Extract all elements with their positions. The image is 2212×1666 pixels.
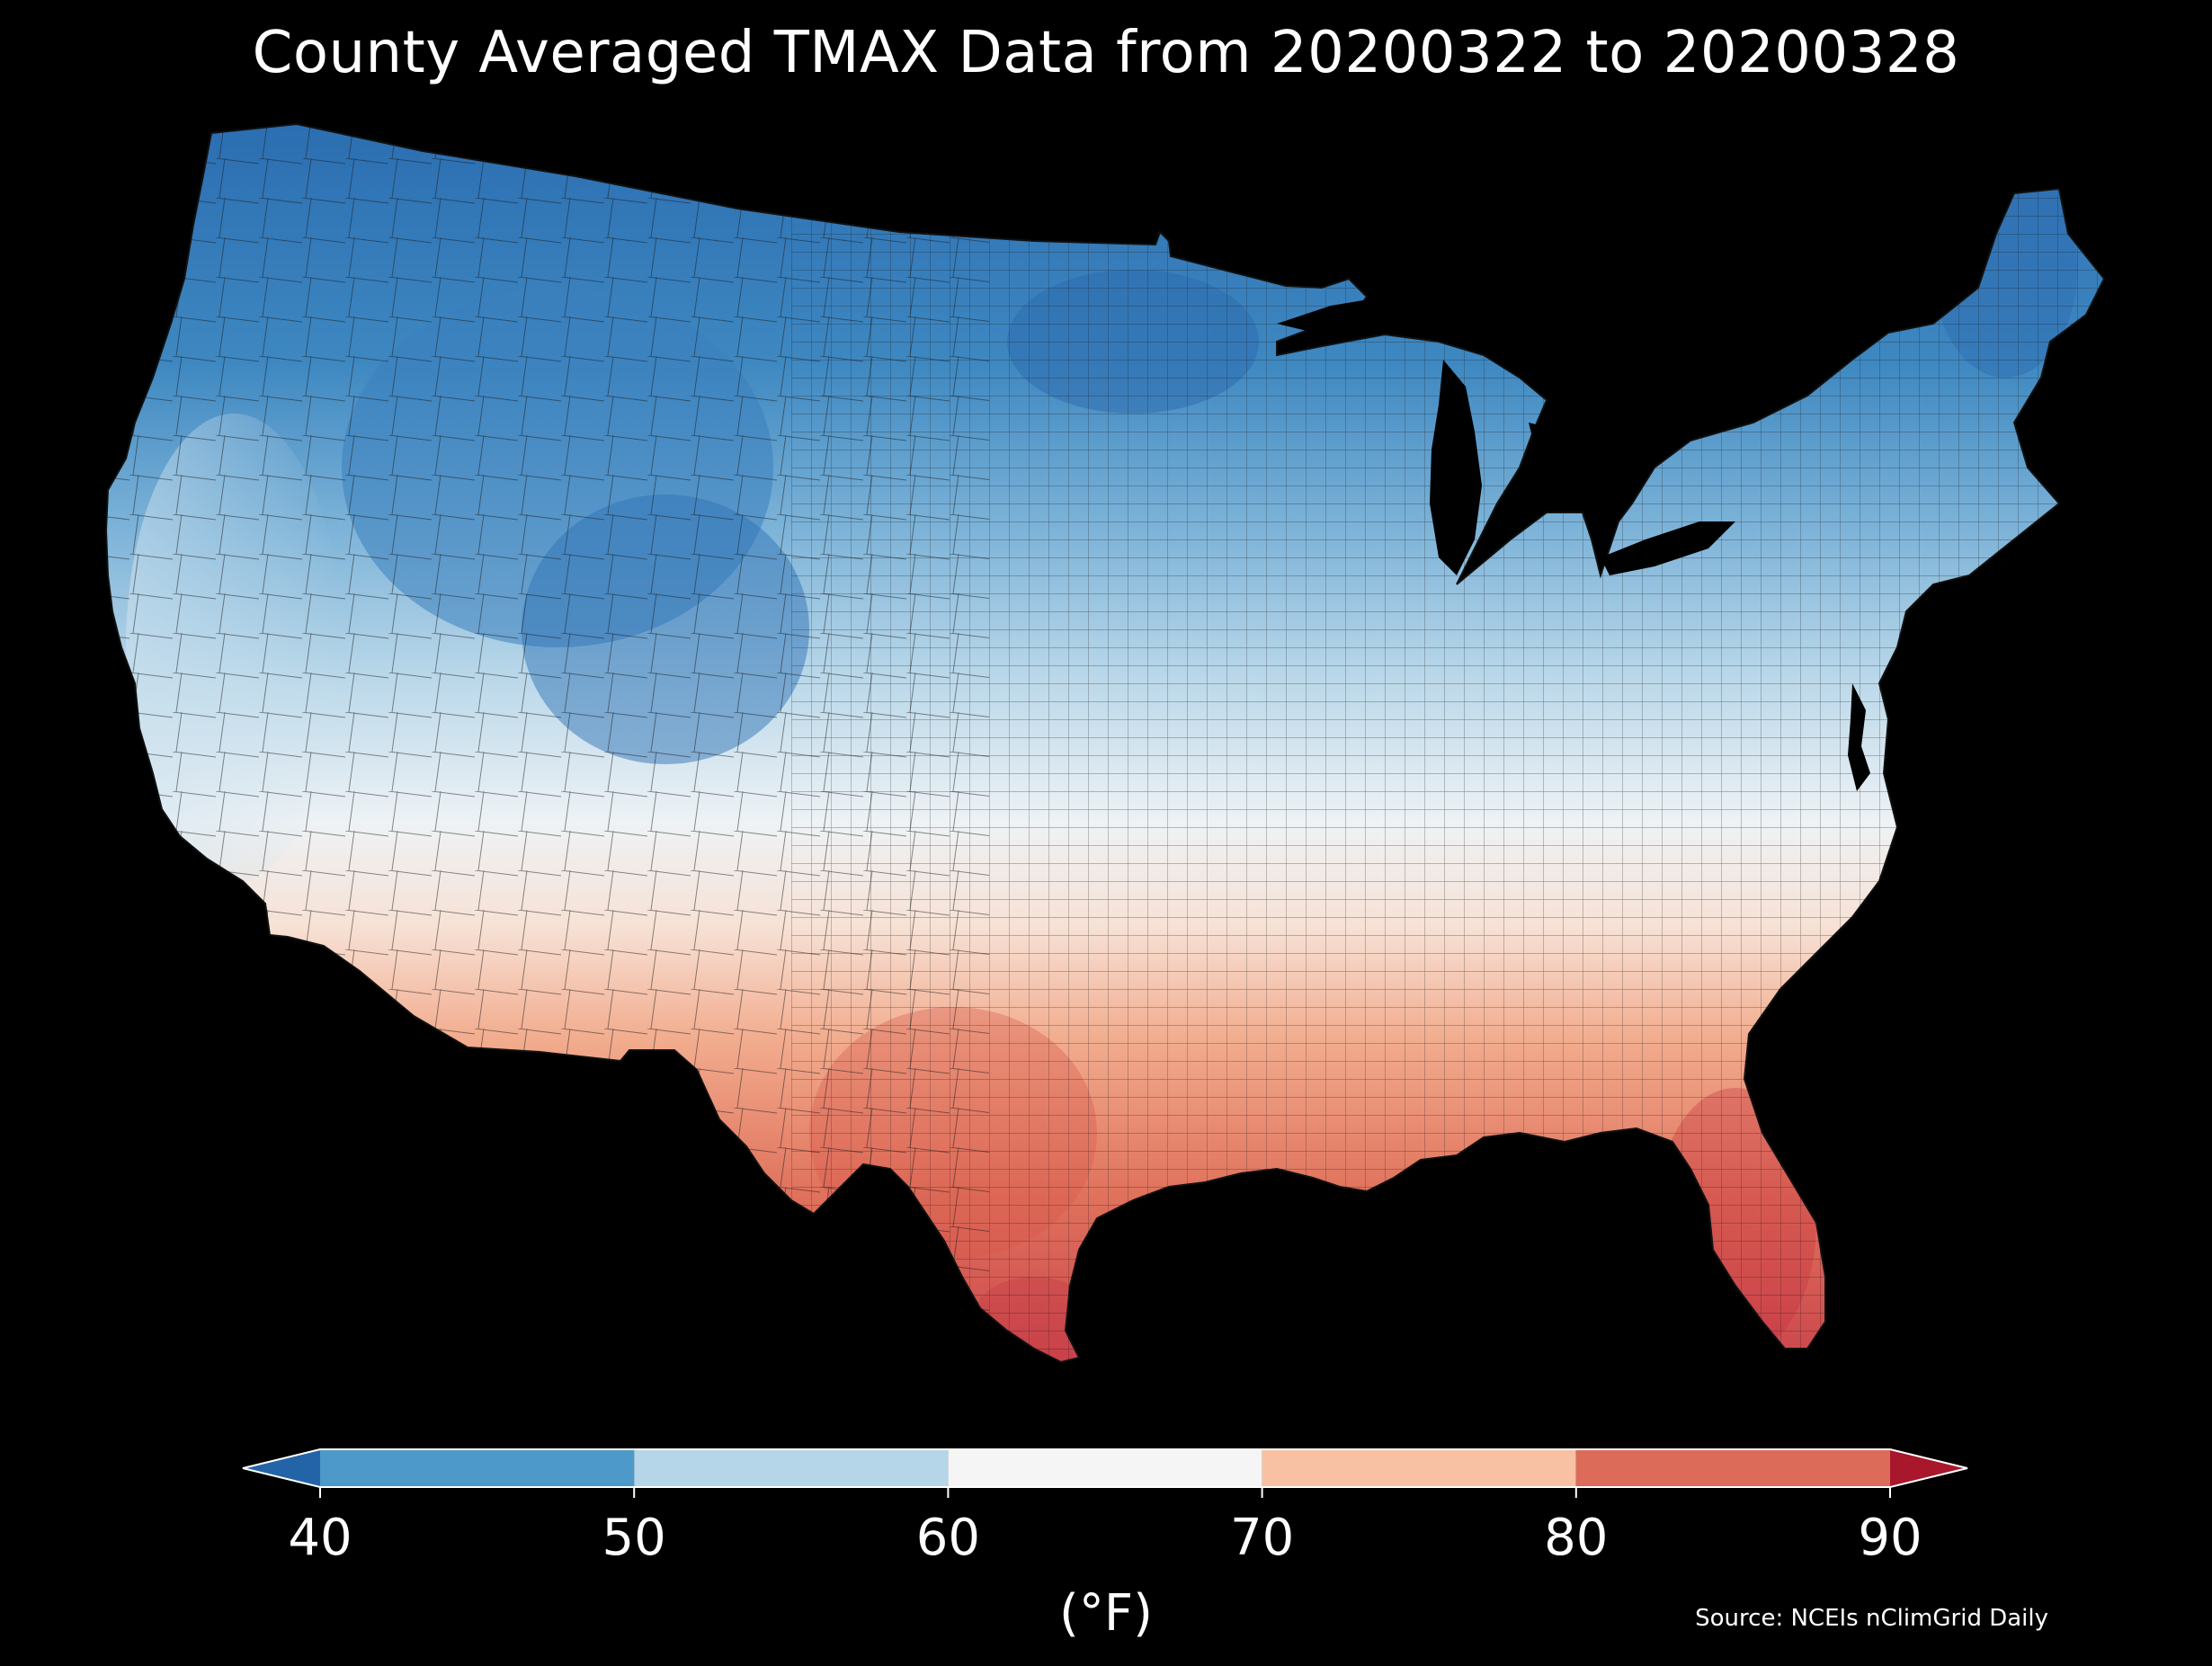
colorbar-bin-3 [1262, 1449, 1576, 1487]
colorbar-tick-label: 40 [288, 1509, 352, 1567]
colorbar-tick-label: 50 [602, 1509, 666, 1567]
colorbar-tick-label: 60 [915, 1509, 981, 1567]
map-title: County Averaged TMAX Data from 20200322 … [252, 20, 1960, 86]
great-lakes [1277, 297, 1735, 575]
chesapeake-bay [1848, 683, 1870, 791]
colorbar-under-arrow [243, 1449, 320, 1487]
colorbar-tick-label: 90 [1858, 1509, 1922, 1567]
source-credit: Source: NCEIs nClimGrid Daily [1695, 1605, 2048, 1632]
colorbar-bin-0 [320, 1449, 635, 1487]
colorbar-bin-1 [634, 1449, 949, 1487]
colorbar-tick-label: 70 [1229, 1509, 1295, 1567]
colorbar-units-label: (°F) [1059, 1584, 1153, 1643]
colorbar-over-arrow [1890, 1449, 1967, 1487]
colorbar-bin-4 [1575, 1449, 1890, 1487]
colorbar-bin-2 [948, 1449, 1262, 1487]
colorbar-tick-label: 80 [1544, 1509, 1609, 1567]
